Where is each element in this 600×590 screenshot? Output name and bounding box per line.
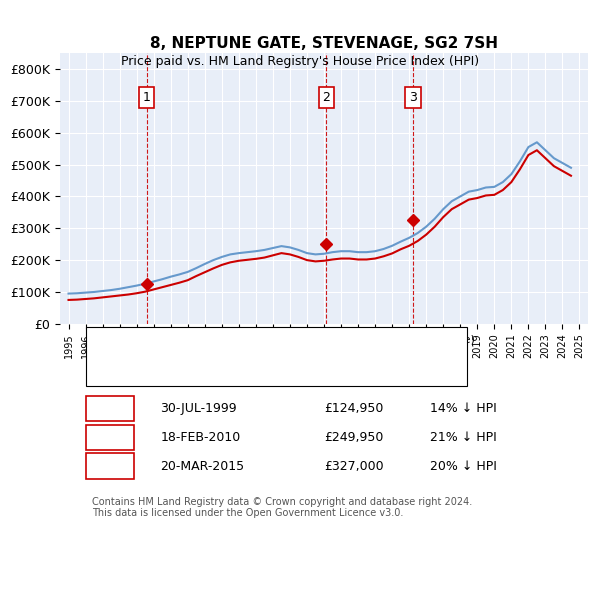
Text: £249,950: £249,950 xyxy=(324,431,383,444)
Text: 2: 2 xyxy=(322,91,330,104)
Text: 3: 3 xyxy=(106,460,114,473)
FancyBboxPatch shape xyxy=(86,396,134,421)
Text: 20-MAR-2015: 20-MAR-2015 xyxy=(160,460,244,473)
Text: 8, NEPTUNE GATE, STEVENAGE, SG2 7SH (detached house): 8, NEPTUNE GATE, STEVENAGE, SG2 7SH (det… xyxy=(145,335,475,345)
Text: 30-JUL-1999: 30-JUL-1999 xyxy=(160,402,237,415)
Text: 14% ↓ HPI: 14% ↓ HPI xyxy=(430,402,496,415)
Title: 8, NEPTUNE GATE, STEVENAGE, SG2 7SH: 8, NEPTUNE GATE, STEVENAGE, SG2 7SH xyxy=(150,35,498,51)
Text: 1: 1 xyxy=(106,402,114,415)
Text: Contains HM Land Registry data © Crown copyright and database right 2024.
This d: Contains HM Land Registry data © Crown c… xyxy=(92,497,472,518)
Text: 21% ↓ HPI: 21% ↓ HPI xyxy=(430,431,496,444)
Text: 18-FEB-2010: 18-FEB-2010 xyxy=(160,431,241,444)
Text: HPI: Average price, detached house, Stevenage: HPI: Average price, detached house, Stev… xyxy=(145,363,411,373)
FancyBboxPatch shape xyxy=(86,327,467,386)
Text: 1: 1 xyxy=(143,91,151,104)
Text: 3: 3 xyxy=(409,91,417,104)
FancyBboxPatch shape xyxy=(86,453,134,479)
Text: 20% ↓ HPI: 20% ↓ HPI xyxy=(430,460,496,473)
Text: £124,950: £124,950 xyxy=(324,402,383,415)
Text: 2: 2 xyxy=(106,431,114,444)
FancyBboxPatch shape xyxy=(86,425,134,450)
Text: £327,000: £327,000 xyxy=(324,460,383,473)
Text: Price paid vs. HM Land Registry's House Price Index (HPI): Price paid vs. HM Land Registry's House … xyxy=(121,55,479,68)
